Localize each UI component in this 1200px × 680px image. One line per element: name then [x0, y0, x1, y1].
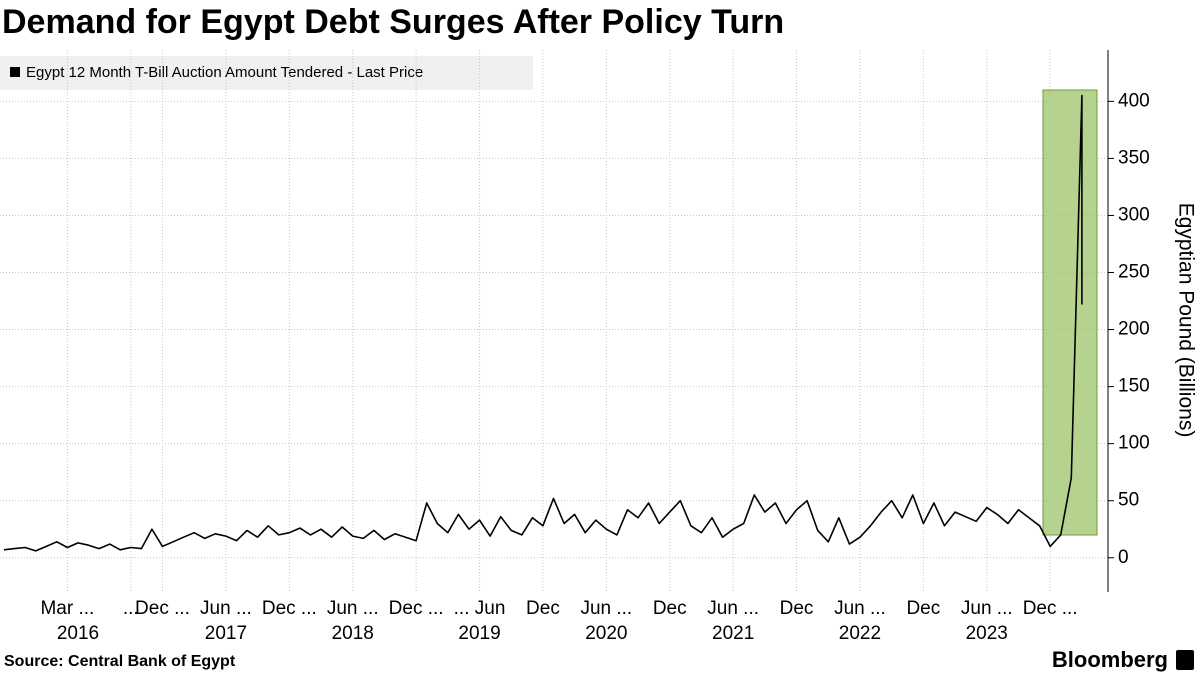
x-tick-label: Jun ...: [200, 598, 252, 619]
x-group-label: 2016: [57, 623, 99, 644]
y-tick-label: 300: [1118, 204, 1150, 225]
x-tick-label: Dec ...: [389, 598, 444, 619]
legend-label: Egypt 12 Month T-Bill Auction Amount Ten…: [26, 64, 423, 81]
x-tick-label: Dec: [526, 598, 560, 619]
x-tick-label: Jun ...: [834, 598, 886, 619]
source: Source: Central Bank of Egypt: [4, 653, 236, 670]
brand-icon: [1176, 650, 1194, 670]
y-tick-label: 0: [1118, 547, 1129, 568]
y-tick-label: 150: [1118, 376, 1150, 397]
legend-swatch: [10, 67, 20, 77]
brand: Bloomberg: [1052, 647, 1168, 672]
x-tick-label: Dec: [780, 598, 814, 619]
y-tick-label: 100: [1118, 433, 1150, 454]
y-tick-label: 200: [1118, 319, 1150, 340]
line: [3, 94, 1083, 552]
x-group-label: 2019: [458, 623, 500, 644]
x-tick-label: Jun ...: [961, 598, 1013, 619]
x-tick-label: ...: [123, 598, 139, 619]
highlight-region: [1042, 89, 1098, 536]
x-tick-label: Dec: [906, 598, 940, 619]
x-group-label: 2023: [966, 623, 1008, 644]
y-tick-label: 50: [1118, 490, 1139, 511]
x-group-label: 2021: [712, 623, 754, 644]
x-tick-label: Dec ...: [262, 598, 317, 619]
x-tick-label: Jun ...: [327, 598, 379, 619]
legend-box: [0, 56, 533, 90]
x-group-label: 2022: [839, 623, 881, 644]
x-group-label: 2017: [205, 623, 247, 644]
x-tick-label: Jun ...: [707, 598, 759, 619]
x-tick-label: Dec ...: [1023, 598, 1078, 619]
x-tick-label: Dec ...: [135, 598, 190, 619]
y-tick-label: 350: [1118, 147, 1150, 168]
x-tick-label: Mar ...: [40, 598, 94, 619]
x-tick-label: ... Jun: [454, 598, 506, 619]
x-group-label: 2020: [585, 623, 627, 644]
x-group-label: 2018: [332, 623, 374, 644]
y-axis-label: Egyptian Pound (Billions): [1174, 203, 1197, 438]
chart-title: Demand for Egypt Debt Surges After Polic…: [2, 3, 784, 41]
y-tick-label: 250: [1118, 262, 1150, 283]
y-tick-label: 400: [1118, 90, 1150, 111]
x-tick-label: Jun ...: [580, 598, 632, 619]
x-tick-label: Dec: [653, 598, 687, 619]
